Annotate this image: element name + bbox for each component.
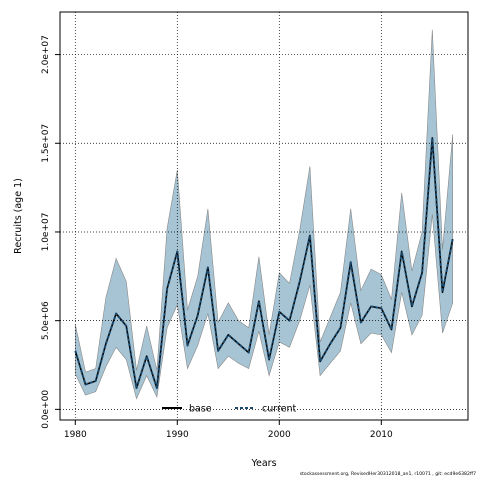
legend-label-current: current — [262, 404, 297, 415]
footer-credit: stockassessment.org, RevisedHer30312018_… — [299, 472, 476, 477]
plot-frame — [59, 11, 469, 421]
confidence-band-layer — [75, 29, 453, 400]
y-tick-label: 1.0e+07 — [41, 213, 51, 252]
series-layer — [74, 136, 454, 390]
y-axis: 0.0e+00 5.0e+06 1.0e+07 1.5e+07 2.0e+07 — [41, 35, 60, 429]
y-tick-label: 1.5e+07 — [41, 124, 51, 163]
x-tick-label: 1980 — [64, 430, 87, 440]
x-axis: 1980 1990 2000 2010 — [64, 420, 393, 440]
grid-layer — [60, 12, 468, 420]
x-tick-label: 2000 — [268, 430, 291, 440]
y-tick-label: 2.0e+07 — [41, 35, 51, 74]
y-tick-label: 5.0e+06 — [41, 301, 51, 340]
y-tick-label: 0.0e+00 — [41, 390, 51, 429]
y-axis-label: Recruits (age 1) — [13, 178, 24, 254]
x-tick-label: 2010 — [370, 430, 393, 440]
x-tick-label: 1990 — [166, 430, 189, 440]
series-line-current — [74, 136, 454, 390]
x-axis-label: Years — [250, 458, 276, 469]
legend: base current — [162, 404, 297, 415]
confidence-band — [75, 29, 453, 400]
legend-label-base: base — [189, 404, 212, 415]
